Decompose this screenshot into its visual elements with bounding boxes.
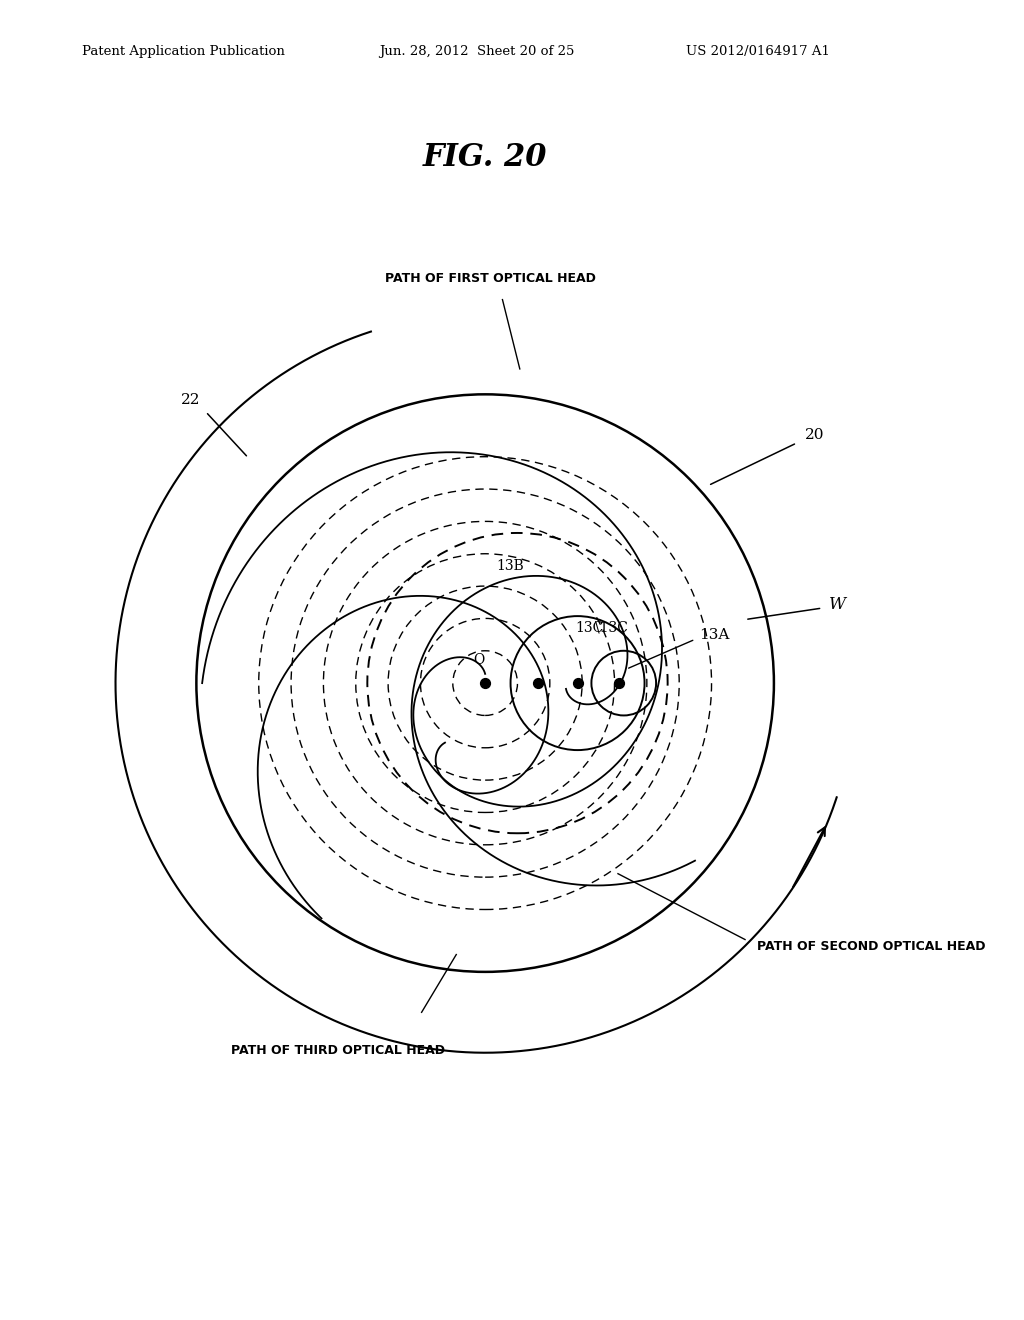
Text: PATH OF SECOND OPTICAL HEAD: PATH OF SECOND OPTICAL HEAD xyxy=(757,940,985,953)
Text: PATH OF FIRST OPTICAL HEAD: PATH OF FIRST OPTICAL HEAD xyxy=(385,272,596,285)
Text: 13A: 13A xyxy=(698,627,729,642)
Point xyxy=(569,673,586,694)
Point xyxy=(477,673,494,694)
Text: US 2012/0164917 A1: US 2012/0164917 A1 xyxy=(686,45,830,58)
Text: 13B: 13B xyxy=(497,560,524,573)
Text: W: W xyxy=(828,597,846,612)
Text: \13C: \13C xyxy=(595,620,628,635)
Text: Patent Application Publication: Patent Application Publication xyxy=(82,45,285,58)
Text: 20: 20 xyxy=(805,428,824,442)
Text: FIG. 20: FIG. 20 xyxy=(423,143,548,173)
Text: 13C: 13C xyxy=(575,620,603,635)
Point xyxy=(530,673,547,694)
Text: O: O xyxy=(474,653,485,667)
Text: PATH OF THIRD OPTICAL HEAD: PATH OF THIRD OPTICAL HEAD xyxy=(231,1044,445,1057)
Text: 22: 22 xyxy=(181,393,201,407)
Text: Jun. 28, 2012  Sheet 20 of 25: Jun. 28, 2012 Sheet 20 of 25 xyxy=(379,45,574,58)
Point xyxy=(611,673,628,694)
